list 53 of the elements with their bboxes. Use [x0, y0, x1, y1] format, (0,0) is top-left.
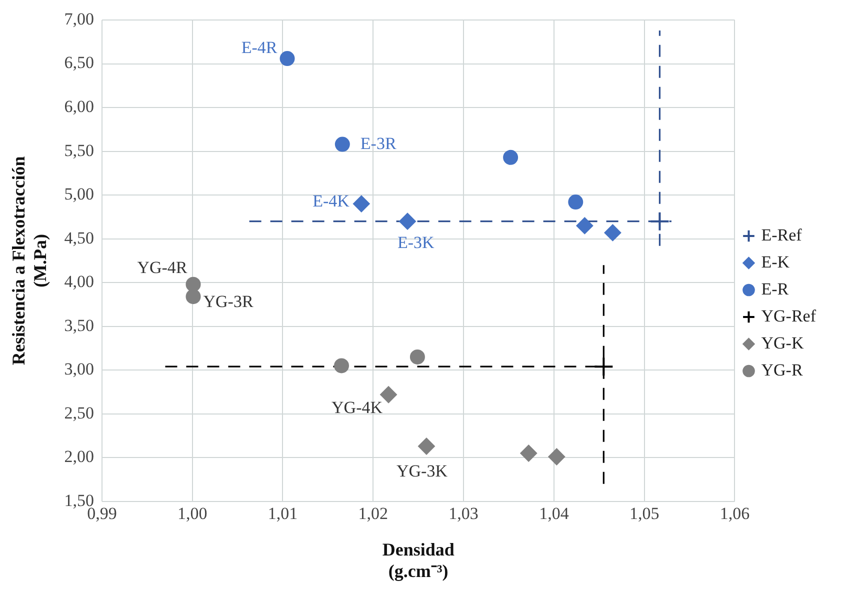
x-tick-label: 1,04	[539, 504, 570, 524]
annotation: YG-4K	[332, 398, 384, 418]
x-tick-label: 1,00	[177, 504, 208, 524]
y-tick-label: 4,00	[64, 272, 94, 292]
point	[334, 358, 350, 374]
y-tick-label: 7,00	[64, 9, 94, 28]
point	[398, 212, 416, 230]
point	[380, 386, 398, 404]
point	[334, 136, 350, 152]
y-tick-label: 5,00	[64, 184, 94, 204]
annotation: YG-3K	[396, 462, 448, 481]
y-tick-label: 2,00	[64, 447, 94, 466]
point	[650, 211, 670, 232]
point	[280, 51, 295, 66]
y-tick-label: 5,50	[64, 140, 94, 160]
y-tick-label: 1,50	[64, 490, 94, 510]
y-axis-title: Resistencia a Flexotracción (M.Pa)	[8, 156, 50, 366]
legend-label: YG-R	[761, 360, 804, 380]
x-tick-label: 1,05	[629, 504, 660, 524]
y-tick-label: 3,50	[64, 316, 94, 335]
legend-label: E-R	[761, 279, 790, 298]
x-tick-label: 1,01	[268, 504, 298, 524]
point	[418, 438, 435, 455]
annotation: YG-3R	[203, 292, 254, 312]
legend-label: YG-Ref	[761, 306, 816, 326]
legend-label: YG-K	[761, 333, 804, 352]
annotation: YG-4R	[137, 258, 188, 277]
x-axis-title: Densidad (g.cm⁻³)	[382, 539, 454, 581]
point	[186, 276, 201, 292]
y-tick-label: 4,50	[64, 228, 94, 248]
point	[576, 217, 594, 234]
point	[410, 349, 425, 364]
point	[594, 356, 614, 377]
annotation: E-4K	[312, 191, 350, 210]
point	[186, 289, 201, 304]
annotation: E-3K	[397, 232, 436, 252]
point	[503, 150, 518, 165]
point	[548, 448, 566, 466]
x-tick-label: 1,03	[448, 504, 478, 524]
annotation: E-4R	[241, 38, 278, 57]
point	[520, 444, 538, 462]
y-tick-label: 2,50	[64, 403, 94, 422]
y-tick-label: 6,50	[64, 53, 94, 72]
point	[352, 195, 370, 212]
y-tick-label: 3,00	[64, 360, 94, 379]
legend-label: E-Ref	[761, 225, 802, 244]
point	[604, 224, 622, 242]
x-tick-label: 1,02	[358, 504, 388, 524]
y-tick-label: 6,00	[64, 96, 94, 116]
x-tick-label: 1,06	[720, 504, 750, 524]
annotation: E-3R	[360, 134, 397, 153]
legend-label: E-K	[761, 252, 790, 272]
point	[568, 194, 584, 210]
